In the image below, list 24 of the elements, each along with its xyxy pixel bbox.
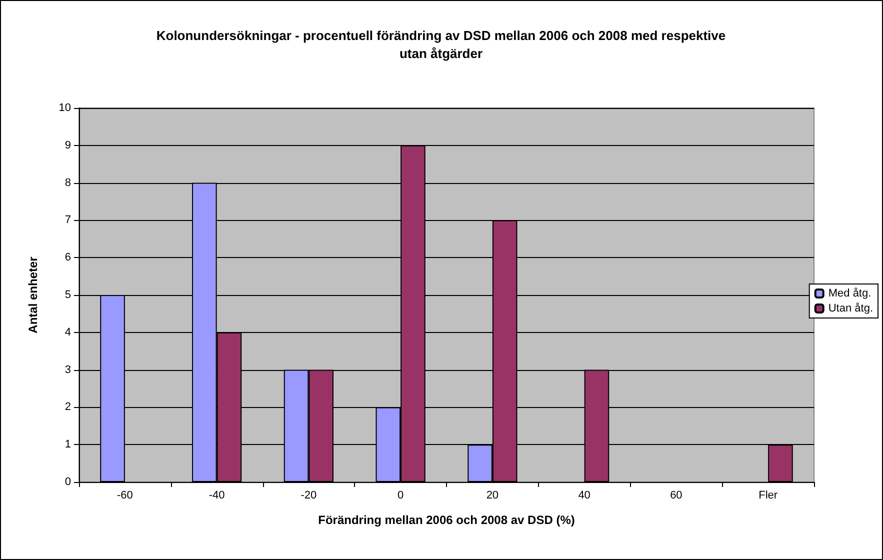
x-tick-label: -60	[116, 490, 133, 502]
y-tick-label: 1	[64, 438, 71, 451]
x-tick-label: 20	[486, 490, 499, 502]
y-tick-label: 6	[64, 252, 71, 264]
y-tick-label: 7	[64, 214, 71, 226]
y-tick-label: 2	[64, 401, 71, 414]
x-axis-title: Förändring mellan 2006 och 2008 av DSD (%)	[318, 513, 575, 527]
legend-label: Med åtg.	[828, 288, 872, 300]
x-tick-label: -20	[300, 490, 317, 502]
y-tick-label: 9	[64, 139, 71, 152]
x-tick-label: 0	[398, 490, 404, 502]
y-tick-label: 5	[64, 289, 71, 301]
x-tick-label: Fler	[758, 490, 778, 502]
x-tick-label: -40	[208, 490, 225, 502]
x-tick-label: 40	[578, 490, 590, 502]
y-tick-label: 3	[64, 364, 71, 376]
y-tick-label: 0	[64, 476, 71, 488]
chart-title: Kolonundersökningar - procentuell förändring av DSD mellan 2006 och 2008 med respektive utan åtgärder	[155, 27, 727, 63]
y-tick-label: 4	[64, 326, 71, 338]
legend-label: Utan åtg.	[828, 302, 873, 314]
y-tick-label: 8	[64, 176, 71, 189]
x-tick-label: 60	[670, 490, 682, 502]
y-tick-label: 10	[58, 102, 71, 114]
y-axis-title: Antal enheter	[26, 256, 40, 334]
